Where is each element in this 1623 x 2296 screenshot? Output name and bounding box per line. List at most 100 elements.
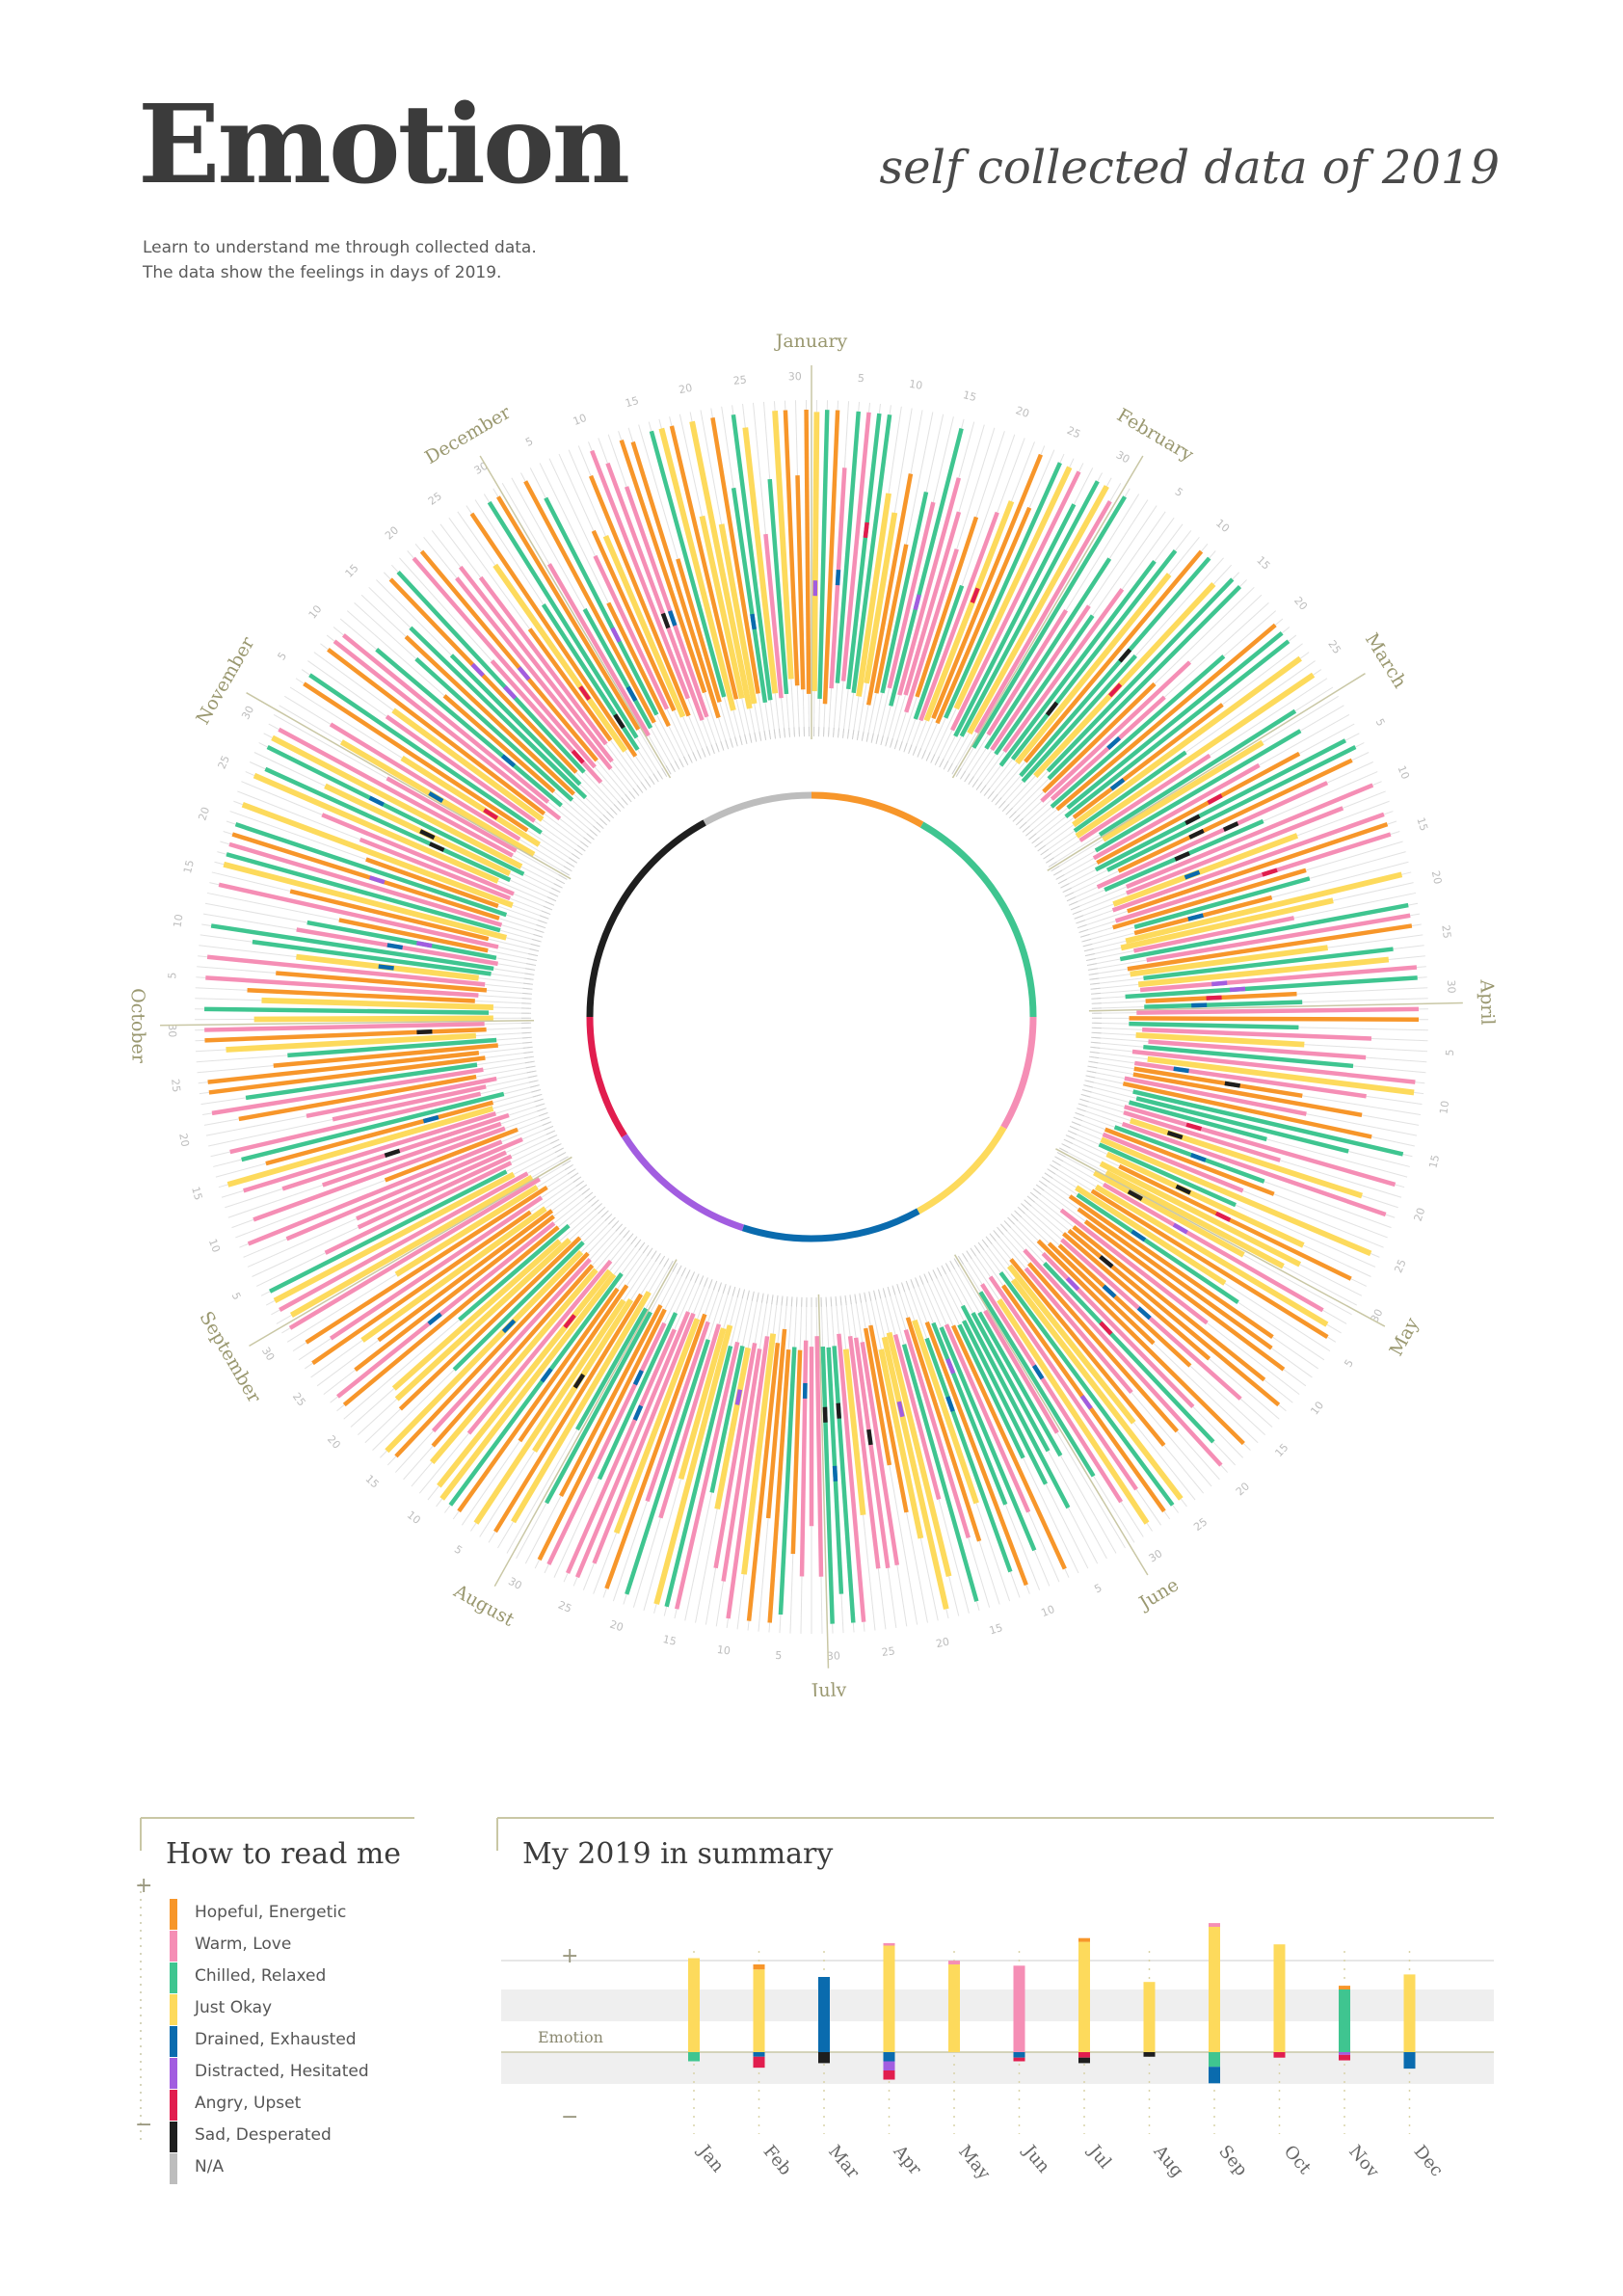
day-bar [1121,1121,1387,1217]
day-tick [841,728,845,738]
day-bar [892,1334,942,1501]
ring-segment [621,1134,745,1232]
day-accent-mark [913,594,921,611]
day-bar [1117,758,1353,873]
day-tick [1090,1046,1101,1049]
legend-label: Chilled, Relaxed [195,1966,326,1986]
month-label: May [1386,1314,1423,1359]
day-tick [901,1282,906,1293]
summary-panel: Jan Feb Mar Apr May Jun Jul Aug Sep Oct Nov Dec My … [492,1816,1494,2202]
day-tick [613,804,622,813]
day-bar [306,1076,497,1118]
summary-bar-positive [1078,1941,1090,2052]
summary-bar-negative [1078,2052,1090,2058]
day-bar [1136,1006,1419,1015]
day-tick-label: 15 [1254,554,1272,573]
day-tick [575,1180,585,1188]
day-tick [557,1151,567,1158]
day-tick [545,900,555,906]
day-bar [559,1304,663,1497]
legend-swatch [170,1962,177,1993]
day-bar [448,1272,624,1507]
day-tick [654,1253,661,1262]
day-tick [923,1273,929,1283]
day-bar [322,1121,502,1188]
day-tick [1078,928,1089,933]
day-tick [849,1295,852,1305]
day-tick-label: 30 [1147,1547,1165,1564]
day-tick [665,765,672,775]
day-tick [1090,1041,1101,1044]
day-bar [1066,631,1284,810]
day-bar [1129,1021,1299,1030]
legend-plus: + [135,1874,153,1898]
day-bar [385,714,536,823]
day-tick-label: 10 [206,1237,223,1254]
day-tick [632,788,640,796]
ring-segment [586,1016,627,1138]
day-bar [1024,549,1204,763]
month-label: June [1134,1574,1183,1615]
day-tick [730,737,733,748]
summary-month-label: Apr [889,2141,925,2179]
day-tick [838,728,839,738]
month-label: September [195,1308,265,1407]
day-bar [1033,581,1216,779]
day-tick-label: 25 [426,490,444,508]
day-tick [977,1241,985,1251]
day-bar [1104,1170,1285,1269]
day-tick-label: 30 [166,1024,178,1037]
day-tick [1034,841,1043,848]
day-bar [466,1259,613,1435]
day-tick [697,750,702,760]
day-tick [971,779,979,788]
summary-bar-negative [1013,2052,1025,2058]
day-tick [717,1282,722,1293]
day-accent-mark [836,1402,841,1419]
day-tick-label: 15 [343,562,361,580]
day-tick [708,1279,713,1289]
day-tick-label: 5 [1444,1049,1456,1056]
day-bar [391,707,545,822]
day-bar [1047,584,1242,781]
day-tick [569,857,578,864]
day-bar [247,988,475,1003]
day-bar [207,1051,480,1084]
day-tick [949,1260,956,1269]
day-accent-mark [1065,1276,1080,1292]
day-bar [971,1311,1051,1453]
day-tick [1040,848,1050,856]
day-tick [1032,1188,1042,1195]
day-tick [953,1258,960,1268]
day-accent-mark [945,1358,956,1375]
day-tick [1079,1098,1089,1103]
day-accent-mark [832,1465,838,1482]
day-tick [623,1230,630,1239]
day-tick [781,1295,784,1306]
day-tick [536,924,546,929]
day-tick-label: 25 [169,1079,182,1093]
ring-segment [741,1208,920,1242]
day-tick [1015,817,1024,826]
day-bar [865,473,914,706]
day-tick [998,800,1006,809]
day-bar [1062,1232,1211,1361]
day-tick-label: 5 [1173,485,1185,499]
day-tick [553,883,563,889]
day-tick [763,730,767,740]
day-bar [613,1318,701,1535]
day-tick [584,1191,594,1199]
day-accent-mark [1136,1306,1152,1321]
day-bar [398,1236,582,1411]
day-bar [205,975,479,998]
day-tick [1083,1084,1094,1088]
day-bar [944,462,1062,719]
day-bar [915,516,979,698]
day-bar [384,1127,519,1183]
day-tick [790,1296,793,1307]
day-tick-label: 10 [1039,1603,1056,1619]
day-tick [621,797,628,806]
day-bar [394,1185,539,1277]
day-bar [473,1298,626,1525]
day-bar [931,1322,1008,1506]
